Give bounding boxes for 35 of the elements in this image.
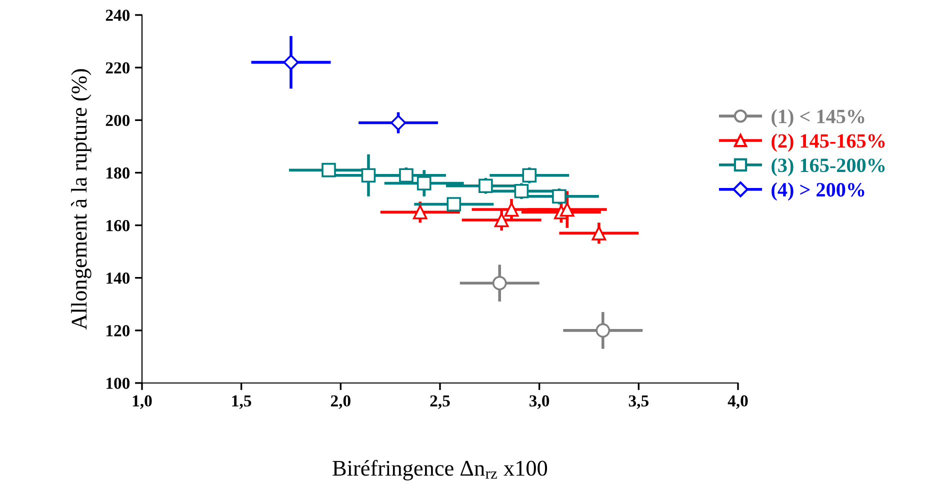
- y-tick-label: 160: [106, 220, 130, 232]
- x-tick-label: 1,5: [232, 395, 252, 409]
- y-tick-label: 100: [106, 378, 130, 389]
- y-tick-label: 220: [106, 62, 130, 74]
- point: [322, 162, 336, 178]
- x-tick-label: 3,0: [530, 395, 550, 409]
- y-tick-label: 120: [106, 325, 130, 336]
- point: [446, 197, 462, 212]
- x-tick-label: 2,5: [430, 395, 450, 409]
- point: [399, 168, 414, 182]
- legend-label: (3) 165-200%: [772, 158, 885, 176]
- x-tick-label: 4,0: [728, 395, 748, 409]
- point: [494, 212, 509, 228]
- legend-label: (4) > 200%: [772, 182, 864, 201]
- point: [492, 276, 507, 290]
- legend-label: (2) 145-165%: [772, 134, 885, 152]
- legend-label: (1) < 145%: [772, 109, 864, 128]
- x-tick-label: 1,0: [132, 395, 152, 409]
- y-axis-title: Allongement à la rupture (%): [71, 69, 92, 330]
- y-tick-label: 200: [106, 114, 130, 126]
- y-tick-label: 180: [106, 167, 130, 179]
- point: [560, 202, 574, 217]
- point: [596, 323, 610, 338]
- point: [390, 114, 406, 131]
- y-tick-label: 240: [106, 10, 130, 21]
- point: [361, 168, 376, 182]
- point: [592, 226, 606, 240]
- x-tick-label: 2,0: [330, 395, 350, 409]
- point: [416, 176, 432, 190]
- point: [283, 54, 299, 70]
- x-axis-title: Biréfringence Δn$_{rz}$ x100: [332, 460, 548, 480]
- point: [504, 202, 519, 217]
- y-tick-label: 140: [106, 272, 130, 284]
- point: [412, 204, 428, 220]
- x-tick-label: 3,5: [628, 395, 648, 409]
